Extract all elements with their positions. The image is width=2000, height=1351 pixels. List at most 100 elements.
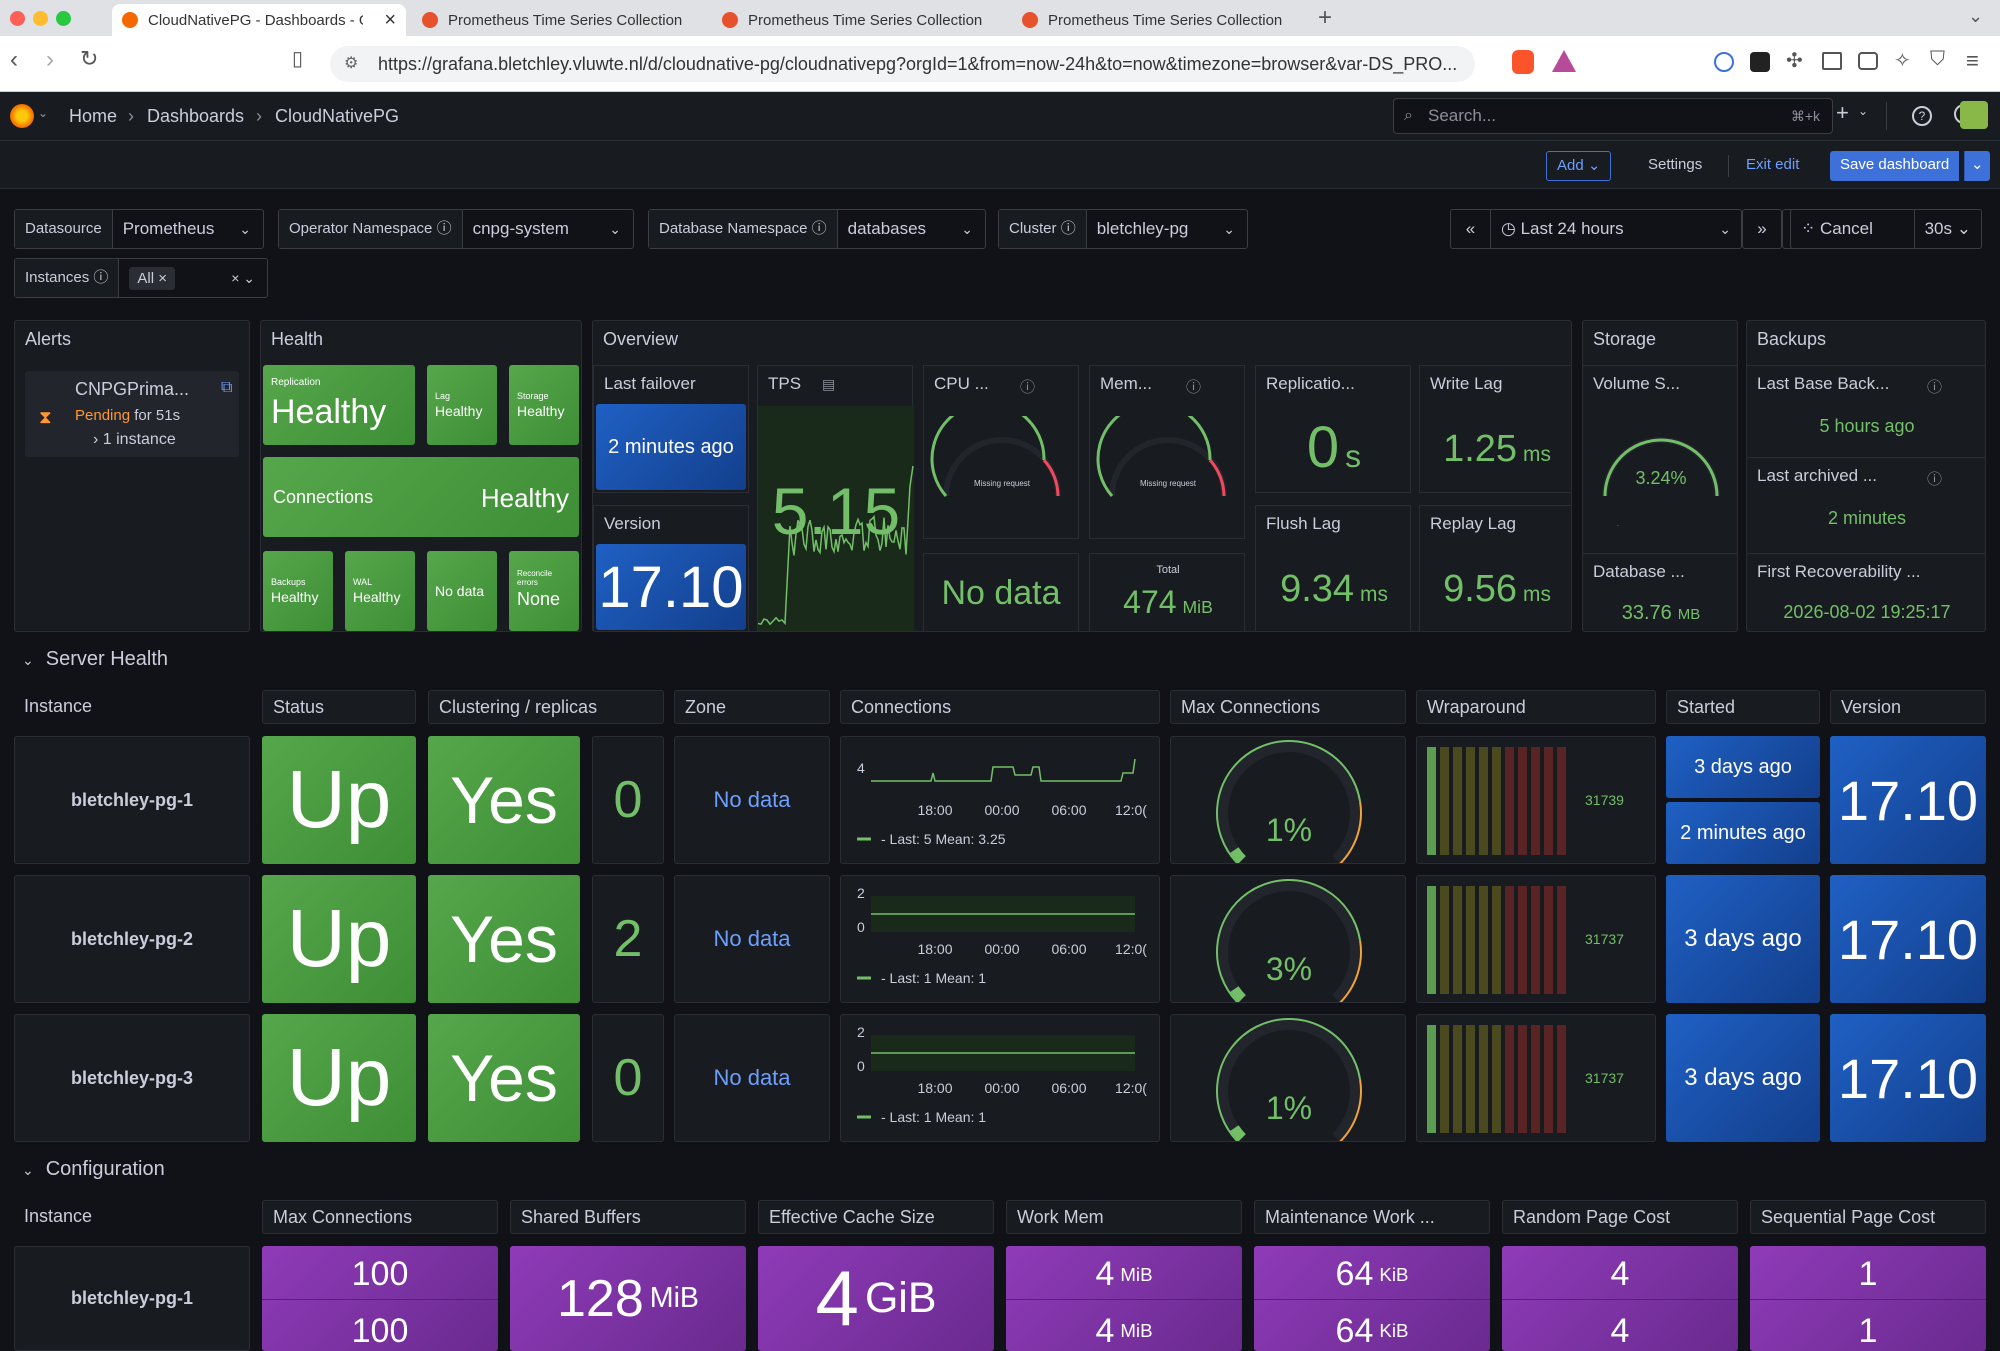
- started-stat: 2 minutes ago: [1666, 802, 1820, 864]
- bargauge-segment: [1518, 747, 1527, 855]
- bargauge-segment: [1466, 886, 1475, 994]
- svg-text:Missing request: Missing request: [1140, 479, 1197, 488]
- variable-database-namespace[interactable]: Database Namespace ⓘ databases ⌄: [648, 209, 986, 249]
- menu-icon[interactable]: ≡: [1966, 48, 1979, 74]
- external-link-icon[interactable]: ⧉: [221, 379, 232, 397]
- config-sequential-page-cost-value-2: 1: [1750, 1306, 1986, 1351]
- column-header: Max Connections: [1170, 690, 1406, 724]
- site-settings-icon[interactable]: ⚙: [344, 46, 358, 82]
- memory-gauge: Mem... ⓘ Missing request: [1089, 365, 1245, 539]
- bargauge-segment: [1440, 747, 1449, 855]
- row-server-health[interactable]: ⌄ Server Health: [22, 648, 168, 671]
- close-tab-icon[interactable]: ×: [384, 9, 396, 32]
- x-tick-label: 18:00: [917, 941, 952, 957]
- x-tick-label: 18:00: [917, 1080, 952, 1096]
- volume-gauge: Volume S... 3.24%: [1583, 365, 1738, 539]
- extension-icon[interactable]: [1750, 52, 1770, 72]
- sidebar-icon[interactable]: [1822, 52, 1842, 70]
- url-input[interactable]: ⚙ https://grafana.bletchley.vluwte.nl/d/…: [330, 46, 1475, 82]
- column-header: Sequential Page Cost: [1750, 1200, 1986, 1234]
- config-sequential-page-cost-value: 1: [1750, 1250, 1986, 1300]
- password-manager-icon[interactable]: [1714, 52, 1734, 72]
- forward-icon[interactable]: ›: [46, 46, 54, 74]
- value: 4: [1095, 1312, 1114, 1351]
- add-button[interactable]: Add ⌄: [1546, 151, 1611, 181]
- bargauge-segment: [1427, 747, 1436, 855]
- unit: GiB: [865, 1274, 937, 1323]
- time-back-icon[interactable]: «: [1451, 210, 1491, 248]
- new-icon[interactable]: +: [1836, 100, 1849, 126]
- variable-cluster[interactable]: Cluster ⓘ bletchley-pg ⌄: [998, 209, 1248, 249]
- settings-button[interactable]: Settings: [1638, 151, 1712, 181]
- new-tab-icon[interactable]: +: [1318, 4, 1332, 32]
- breadcrumb-dashboards[interactable]: Dashboards: [147, 106, 244, 127]
- y-tick-label: 4: [857, 760, 865, 776]
- wal-health: WAL Healthy: [345, 551, 415, 631]
- search-input[interactable]: ⌕ Search... ⌘+k: [1393, 98, 1833, 134]
- leo-ai-icon[interactable]: ✧: [1894, 48, 1911, 73]
- time-forward-button[interactable]: »: [1742, 209, 1782, 249]
- time-range-picker[interactable]: « ◷ Last 24 hours ⌄: [1450, 209, 1742, 249]
- replica-count: 0: [592, 1014, 664, 1142]
- maximize-window-button[interactable]: [56, 11, 71, 26]
- variable-operator-namespace[interactable]: Operator Namespace ⓘ cnpg-system ⌄: [278, 209, 634, 249]
- variable-datasource[interactable]: Datasource Prometheus ⌄: [14, 209, 264, 249]
- bargauge-segment: [1557, 747, 1566, 855]
- breadcrumb-home[interactable]: Home: [69, 106, 117, 127]
- instance-name: bletchley-pg-1: [14, 1246, 250, 1351]
- alert-item[interactable]: CNPGPrima... ⧉ ⧗ Pending for 51s › 1 ins…: [25, 371, 239, 457]
- avatar[interactable]: [1960, 101, 1988, 129]
- info-icon: ⓘ: [1186, 376, 1201, 397]
- cancel-button[interactable]: Cancel: [1820, 219, 1873, 238]
- breadcrumb-separator-icon: ›: [256, 106, 262, 127]
- browser-tab-prometheus-1[interactable]: Prometheus Time Series Collection: [412, 4, 708, 36]
- bargauge-segment: [1440, 1025, 1449, 1133]
- browser-tab-prometheus-3[interactable]: Prometheus Time Series Collection: [1012, 4, 1308, 36]
- browser-tab-grafana[interactable]: CloudNativePG - Dashboards - Grafana ×: [112, 4, 406, 36]
- instance-name: bletchley-pg-2: [14, 875, 250, 1003]
- chevron-down-icon[interactable]: ⌄: [38, 106, 48, 120]
- brave-shield-icon[interactable]: [1512, 50, 1534, 74]
- row-configuration[interactable]: ⌄ Configuration: [22, 1158, 165, 1181]
- close-window-button[interactable]: [10, 11, 25, 26]
- save-dashboard-button[interactable]: Save dashboard: [1830, 151, 1959, 181]
- save-options-chevron-icon[interactable]: ⌄: [1964, 151, 1990, 181]
- refresh-picker[interactable]: ⁘ Cancel 30s ⌄: [1790, 209, 1982, 249]
- vpn-icon[interactable]: ⛉: [1930, 48, 1945, 71]
- minimize-window-button[interactable]: [33, 11, 48, 26]
- grafana-logo-icon[interactable]: [10, 104, 34, 128]
- alert-instances-toggle[interactable]: › 1 instance: [93, 431, 176, 449]
- tab-list-chevron-icon[interactable]: ⌄: [1968, 6, 1983, 27]
- reload-icon[interactable]: ↻: [80, 46, 98, 72]
- column-header: Work Mem: [1006, 1200, 1242, 1234]
- chevron-down-icon: ⌄: [961, 210, 985, 248]
- exit-edit-button[interactable]: Exit edit: [1736, 151, 1809, 181]
- unit: MiB: [650, 1282, 699, 1315]
- svg-text:5.15: 5.15: [772, 474, 900, 548]
- hourglass-icon: ⧗: [39, 407, 52, 428]
- gauge-percent: 1%: [1266, 812, 1312, 848]
- brave-rewards-icon[interactable]: [1552, 50, 1576, 72]
- variable-instances[interactable]: Instances ⓘ All × × ⌄: [14, 258, 268, 298]
- cpu-nodata: No data: [923, 553, 1079, 632]
- bargauge-segment: [1544, 747, 1553, 855]
- x-tick-label: 12:0(: [1115, 1080, 1147, 1096]
- wallet-icon[interactable]: [1858, 52, 1878, 70]
- help-icon[interactable]: ?: [1912, 106, 1932, 126]
- replica-count: 0: [592, 736, 664, 864]
- unit: MiB: [1120, 1320, 1152, 1342]
- prometheus-favicon-icon: [422, 12, 438, 28]
- remove-chip-icon[interactable]: ×: [158, 270, 167, 287]
- chevron-down-icon[interactable]: ⌄: [1858, 104, 1868, 118]
- time-forward-icon: »: [1743, 210, 1781, 248]
- bookmark-icon[interactable]: ▯: [292, 46, 303, 71]
- extensions-puzzle-icon[interactable]: ✣: [1786, 48, 1803, 73]
- browser-tab-prometheus-2[interactable]: Prometheus Time Series Collection: [712, 4, 1008, 36]
- x-tick-label: 00:00: [984, 941, 1019, 957]
- status-up: Up: [262, 1014, 416, 1142]
- value: 1: [1859, 1312, 1878, 1351]
- clear-icon[interactable]: × ⌄: [231, 259, 267, 297]
- value: 1: [1859, 1255, 1878, 1294]
- back-icon[interactable]: ‹: [10, 46, 18, 74]
- version-stat: 17.10: [1830, 1014, 1986, 1142]
